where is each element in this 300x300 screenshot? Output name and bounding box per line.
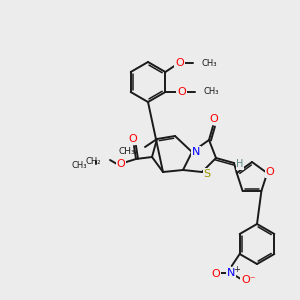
Text: H: H [236, 159, 244, 169]
Text: O: O [211, 269, 220, 279]
Text: O: O [175, 58, 184, 68]
Text: N: N [226, 268, 235, 278]
Text: CH₃: CH₃ [71, 160, 87, 169]
Text: O: O [117, 159, 125, 169]
Text: CH₂: CH₂ [85, 157, 101, 166]
Text: CH₃: CH₃ [118, 148, 135, 157]
Text: N: N [192, 147, 200, 157]
Text: O: O [177, 87, 186, 97]
Text: CH₃: CH₃ [201, 58, 217, 68]
Text: O: O [129, 134, 137, 144]
Text: S: S [203, 169, 211, 179]
Text: CH₃: CH₃ [203, 88, 219, 97]
Text: O: O [210, 114, 218, 124]
Text: O⁻: O⁻ [242, 275, 256, 285]
Text: +: + [233, 266, 240, 274]
Text: O: O [266, 167, 274, 177]
